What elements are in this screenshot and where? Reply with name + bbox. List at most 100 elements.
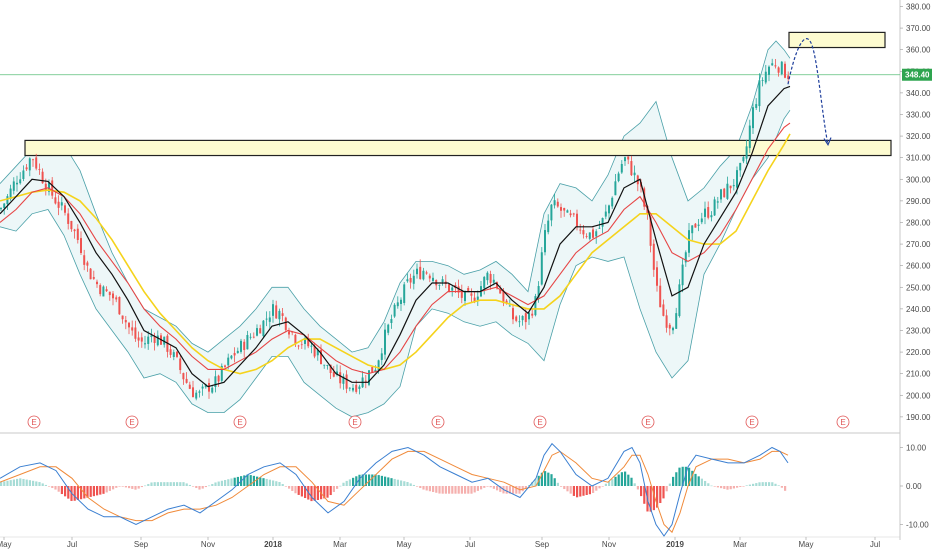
macd-histogram-bar (640, 486, 643, 497)
bollinger-fill (0, 41, 790, 417)
macd-histogram-bar (630, 477, 633, 486)
y-tick-label: 290.00 (906, 197, 931, 206)
macd-histogram-bar (124, 486, 127, 488)
earnings-marker: E (233, 415, 247, 429)
macd-histogram-bar (460, 486, 463, 494)
candle-body (758, 80, 761, 107)
candle-body (12, 181, 15, 191)
candle (342, 373, 345, 390)
candle (428, 273, 431, 283)
y-tick-label: 320.00 (906, 132, 931, 141)
candle (86, 260, 89, 272)
candle (102, 285, 105, 297)
candle-body (512, 308, 514, 320)
macd-histogram-bar (108, 486, 111, 491)
candle (182, 372, 185, 385)
candle (35, 153, 38, 171)
candle-body (409, 277, 412, 283)
macd-histogram-bar (211, 483, 214, 486)
macd-histogram-bar (457, 486, 460, 494)
candle (304, 335, 306, 350)
macd-histogram-bar (220, 480, 223, 486)
macd-histogram-bar (416, 486, 419, 487)
candle-body (3, 203, 6, 209)
bollinger-bands (0, 40, 791, 418)
candle (476, 290, 479, 306)
macd-histogram-bar (252, 475, 255, 486)
macd-histogram-bar (214, 482, 217, 486)
macd-histogram-bar (489, 486, 492, 488)
candle-body (326, 364, 329, 366)
macd-histogram-bar (662, 486, 665, 499)
candle-body (684, 252, 687, 263)
candle-body (425, 272, 428, 274)
macd-histogram-bar (25, 479, 28, 486)
candle-body (652, 243, 655, 270)
macd-histogram-bar (764, 482, 767, 486)
macd-histogram-bar (291, 486, 294, 491)
macd-histogram-bar (256, 476, 259, 486)
macd-histogram-bar (32, 480, 35, 486)
macd-histogram-bar (236, 476, 239, 486)
macd-histogram-bar (521, 486, 524, 492)
candle-body (476, 296, 479, 300)
earnings-label: E (352, 418, 357, 427)
candle-body (502, 290, 505, 304)
candle-body (57, 201, 60, 208)
macd-histogram-bar (3, 481, 6, 486)
candle-body (723, 188, 726, 198)
y-tick-label: 190.00 (906, 413, 931, 422)
candle (310, 342, 313, 354)
candle-body (99, 285, 102, 295)
candle (16, 175, 18, 192)
macd-histogram-bar (592, 486, 595, 493)
candle (380, 348, 383, 366)
candle-body (124, 320, 127, 323)
x-tick-label: May (396, 540, 411, 549)
candle-body (576, 213, 578, 227)
candle (249, 333, 252, 340)
candle (464, 290, 466, 306)
candle-body (19, 179, 22, 184)
x-tick-label: Jul (465, 540, 475, 549)
candle-body (451, 287, 454, 291)
macd-histogram-bar (691, 470, 694, 486)
earnings-label: E (749, 418, 754, 427)
macd-histogram-bar (464, 486, 467, 494)
last-price-tag (902, 68, 932, 81)
macd-histogram-bar (323, 486, 326, 499)
macd-histogram-bar (112, 486, 115, 490)
candle (73, 228, 76, 239)
candle-body (243, 341, 246, 351)
macd-histogram-bar (28, 480, 31, 486)
candle-body (9, 188, 12, 199)
candle-body (492, 279, 495, 283)
candle-body (620, 163, 623, 173)
candle (556, 198, 559, 208)
macd-histogram-bar (160, 482, 163, 486)
macd-histogram-bar (326, 486, 329, 498)
candle (531, 309, 534, 319)
macd-histogram-bar (76, 486, 79, 500)
candle-body (67, 213, 70, 224)
candle-body (736, 170, 738, 188)
candle-body (534, 296, 537, 316)
macd-histogram-bar (342, 482, 345, 486)
macd-histogram-bar (102, 486, 105, 494)
macd-histogram-bar (444, 486, 447, 494)
candle-body (121, 315, 124, 320)
candle (339, 365, 342, 389)
candle (521, 315, 524, 326)
candle-body (784, 63, 786, 78)
macd-histogram-bar (710, 485, 713, 487)
candle-body (544, 230, 546, 253)
macd-histogram-bar (156, 482, 159, 486)
candle-body (348, 387, 351, 389)
macd-line (0, 442, 789, 537)
earnings-circle (533, 415, 547, 429)
macd-histogram-bar (246, 474, 249, 486)
macd-histogram-bar (6, 480, 9, 486)
candle (128, 321, 130, 335)
macd-histogram-bar (614, 476, 617, 486)
